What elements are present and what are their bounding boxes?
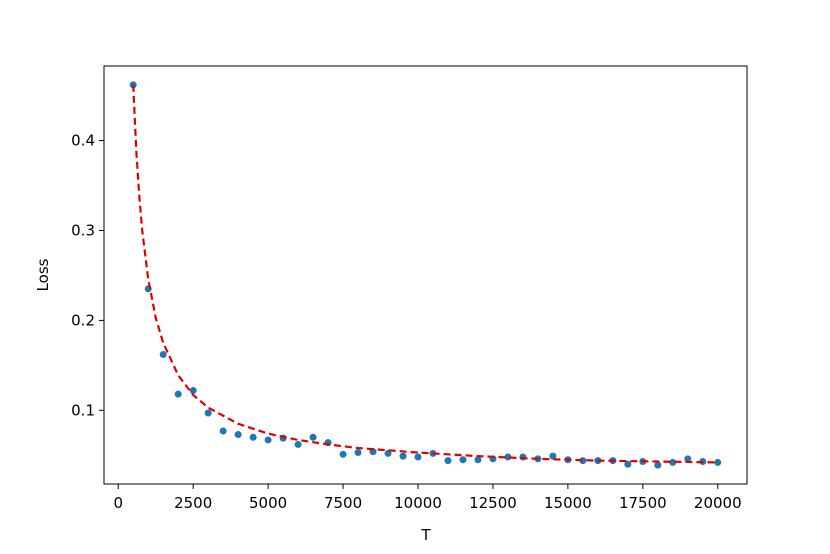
x-tick-label: 15000 xyxy=(544,494,592,512)
data-point xyxy=(354,449,362,457)
data-point xyxy=(204,409,212,417)
x-tick-label: 20000 xyxy=(694,494,742,512)
data-point xyxy=(459,456,467,464)
x-tick-label: 10000 xyxy=(394,494,442,512)
data-point xyxy=(714,458,722,466)
data-point xyxy=(624,460,632,468)
data-point xyxy=(684,455,692,463)
data-point xyxy=(549,452,557,460)
data-point xyxy=(234,431,242,439)
data-point xyxy=(159,351,167,359)
data-point xyxy=(189,387,197,395)
data-point xyxy=(309,433,317,441)
plot-frame xyxy=(103,65,748,485)
data-point xyxy=(519,453,527,461)
data-point xyxy=(339,450,347,458)
x-tick-label: 12500 xyxy=(469,494,517,512)
data-point xyxy=(414,453,422,461)
x-tick-label: 2500 xyxy=(174,494,212,512)
data-point xyxy=(384,449,392,457)
data-point xyxy=(399,452,407,460)
x-tick-label: 5000 xyxy=(249,494,287,512)
y-tick-label: 0.2 xyxy=(71,311,95,329)
x-tick-label: 7500 xyxy=(324,494,362,512)
x-tick-label: 0 xyxy=(113,494,123,512)
data-point xyxy=(174,390,182,398)
data-point xyxy=(444,457,452,465)
x-tick-label: 17500 xyxy=(619,494,667,512)
data-point xyxy=(504,453,512,461)
y-tick-label: 0.1 xyxy=(71,401,95,419)
data-point xyxy=(474,456,482,464)
x-axis-label: T xyxy=(420,526,431,544)
y-axis-label: Loss xyxy=(34,258,52,291)
data-point xyxy=(654,461,662,469)
y-tick-label: 0.3 xyxy=(71,222,95,240)
data-point xyxy=(669,458,677,466)
data-point xyxy=(579,457,587,465)
data-point xyxy=(249,433,257,441)
fit-line xyxy=(132,84,718,464)
data-point xyxy=(219,427,227,435)
data-point xyxy=(264,436,272,444)
y-tick-label: 0.4 xyxy=(71,132,95,150)
data-point xyxy=(294,440,302,448)
